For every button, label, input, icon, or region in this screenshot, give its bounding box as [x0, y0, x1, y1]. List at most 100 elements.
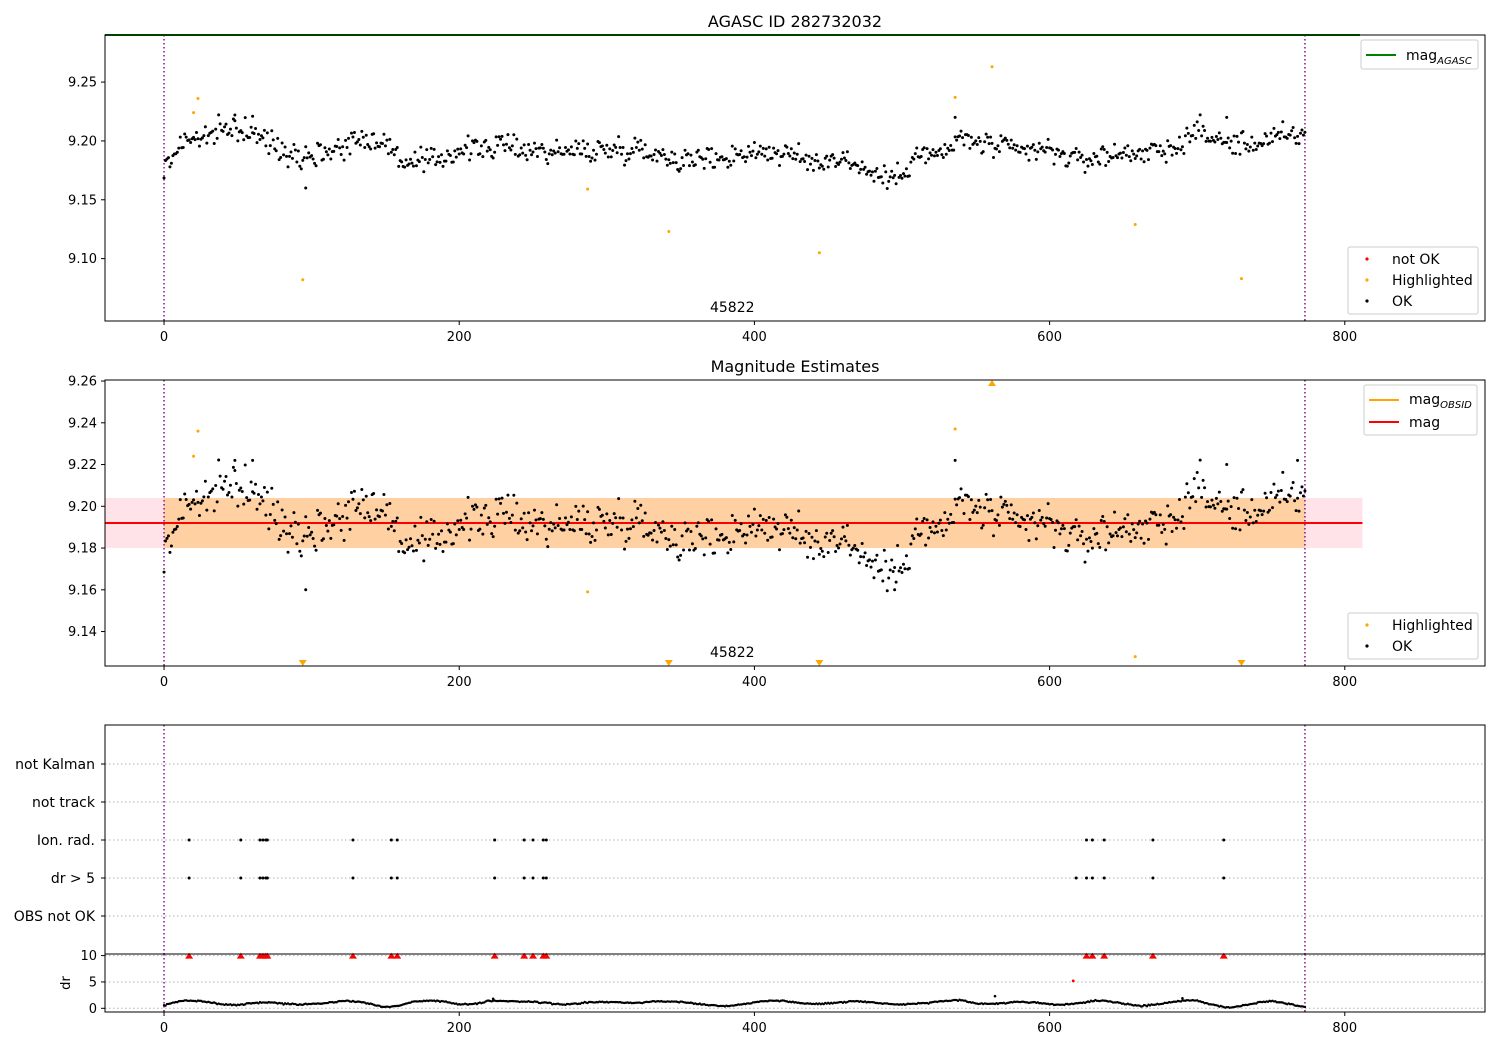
ok-point	[1105, 150, 1109, 154]
ok-point	[798, 541, 802, 545]
ok-point	[348, 152, 352, 156]
ok-point	[227, 131, 231, 135]
ok-point	[710, 518, 714, 522]
ok-point	[1217, 490, 1221, 494]
ok-point	[673, 152, 677, 156]
ok-point	[485, 522, 489, 526]
ok-point	[847, 161, 851, 165]
ok-point	[243, 116, 247, 120]
ok-point	[788, 154, 792, 158]
legend-highlighted-label: Highlighted	[1392, 273, 1473, 289]
ok-point	[506, 493, 510, 497]
ok-point	[909, 160, 913, 164]
ok-point	[410, 544, 414, 548]
flag-point	[258, 876, 262, 880]
ok-point	[1111, 156, 1115, 160]
ok-point	[863, 551, 867, 555]
ok-point	[1031, 511, 1035, 515]
ok-point	[646, 533, 650, 537]
ok-point	[658, 526, 662, 530]
ok-point	[907, 174, 911, 178]
ok-point	[296, 522, 300, 526]
ok-point	[778, 163, 782, 167]
ok-point	[848, 553, 852, 557]
ok-point	[817, 552, 821, 556]
ok-point	[1238, 528, 1242, 532]
ok-point	[1042, 522, 1046, 526]
panel1-ytick-label: 9.15	[68, 193, 97, 208]
ok-point	[667, 158, 671, 162]
ok-point	[248, 498, 252, 502]
ok-point	[479, 144, 483, 148]
ok-point	[409, 537, 413, 541]
ok-point	[383, 513, 387, 517]
ok-point	[966, 495, 970, 499]
ok-point	[429, 517, 433, 521]
ok-point	[726, 551, 730, 555]
ok-point	[295, 542, 299, 546]
ok-point	[434, 546, 438, 550]
ok-point	[472, 141, 476, 145]
ok-point	[274, 522, 278, 526]
ok-point	[1144, 519, 1148, 523]
ok-point	[1065, 164, 1069, 168]
panel2-ytick-label: 9.16	[68, 583, 97, 598]
ok-point	[757, 524, 761, 528]
ok-point	[662, 153, 666, 157]
ok-point	[1262, 142, 1266, 146]
ok-point	[419, 145, 423, 149]
ok-point	[290, 156, 294, 160]
ok-point	[612, 512, 616, 516]
ok-point	[299, 167, 303, 171]
ok-point	[192, 135, 196, 139]
ok-point	[953, 135, 957, 139]
legend-not-ok-marker	[1365, 257, 1369, 261]
ok-point	[344, 138, 348, 142]
ok-point	[256, 493, 260, 497]
ok-point	[507, 516, 511, 520]
ok-point	[621, 516, 625, 520]
dr-point	[491, 997, 495, 1001]
ok-point	[298, 549, 302, 553]
ok-point	[907, 566, 911, 570]
ok-point	[1194, 500, 1198, 504]
ok-point	[1272, 482, 1276, 486]
ok-point	[1076, 158, 1080, 162]
panel4-frame	[104, 953, 1486, 1013]
ok-point	[1129, 159, 1133, 163]
ok-point	[856, 164, 860, 168]
ok-point	[1095, 531, 1099, 535]
ok-point	[1250, 135, 1254, 139]
flag-point	[544, 838, 548, 842]
ok-point	[512, 493, 516, 497]
ok-point	[807, 154, 811, 158]
ok-point	[339, 528, 343, 532]
ok-point	[472, 507, 476, 511]
ok-point	[326, 153, 330, 157]
ok-point	[1059, 527, 1063, 531]
ok-point	[932, 154, 936, 158]
ok-point	[420, 534, 424, 538]
ok-point	[1256, 513, 1260, 517]
ok-point	[367, 145, 371, 149]
ok-point	[915, 517, 919, 521]
ok-point	[1210, 498, 1214, 502]
ok-point	[738, 528, 742, 532]
ok-point	[603, 526, 607, 530]
ok-point	[270, 129, 274, 133]
ok-point	[615, 151, 619, 155]
ok-point	[1244, 518, 1248, 522]
ok-point	[1157, 150, 1161, 154]
ok-point	[566, 148, 570, 152]
ok-point	[903, 174, 907, 178]
ok-point	[671, 543, 675, 547]
panel4-dr-plot: 0 200 400 600 800 0 5 10	[80, 949, 1486, 1036]
dr-offscale-marker	[348, 952, 357, 959]
ok-point	[261, 136, 265, 140]
flag-point	[395, 838, 399, 842]
ok-point	[360, 129, 364, 133]
ok-point	[318, 143, 322, 147]
ok-point	[1216, 502, 1220, 506]
ok-point	[311, 157, 315, 161]
ok-point	[1152, 510, 1156, 514]
